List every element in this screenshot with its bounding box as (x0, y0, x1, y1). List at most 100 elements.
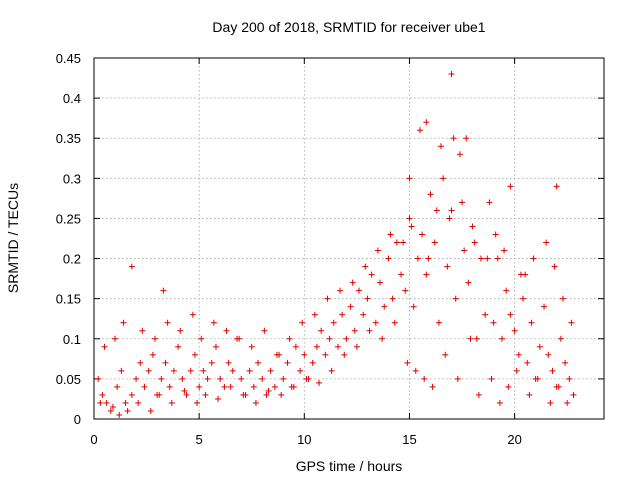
data-point (362, 263, 369, 270)
data-point (339, 311, 346, 318)
data-point (166, 383, 173, 390)
data-point (522, 271, 529, 278)
data-point (526, 391, 533, 398)
data-point (551, 263, 558, 270)
data-point (463, 135, 470, 142)
data-point (248, 343, 255, 350)
data-point (227, 383, 234, 390)
data-point (435, 319, 442, 326)
data-point (429, 383, 436, 390)
data-point (128, 391, 135, 398)
data-point (107, 407, 114, 414)
data-point (456, 151, 463, 158)
data-point (484, 255, 491, 262)
data-point (423, 119, 430, 126)
data-point (496, 399, 503, 406)
y-tick-label: 0.1 (63, 332, 81, 347)
data-point (326, 335, 333, 342)
data-point (351, 327, 358, 334)
data-point (412, 367, 419, 374)
data-point (530, 255, 537, 262)
data-point (229, 367, 236, 374)
data-point (568, 319, 575, 326)
data-point (114, 383, 121, 390)
data-point (507, 183, 514, 190)
data-point (503, 287, 510, 294)
data-point (286, 335, 293, 342)
data-point (433, 207, 440, 214)
data-point (145, 367, 152, 374)
data-point (95, 375, 102, 382)
data-point (381, 303, 388, 310)
data-point (187, 367, 194, 374)
data-point (112, 335, 119, 342)
data-point (334, 343, 341, 350)
data-point (515, 351, 522, 358)
data-point (440, 175, 447, 182)
data-point (273, 351, 280, 358)
y-tick-label: 0.4 (63, 91, 81, 106)
data-point (408, 223, 415, 230)
data-point (191, 351, 198, 358)
data-point (374, 247, 381, 254)
chart-title: Day 200 of 2018, SRMTID for receiver ube… (212, 19, 485, 35)
data-point (255, 359, 262, 366)
data-point (99, 391, 106, 398)
data-point (265, 387, 272, 394)
data-point (452, 295, 459, 302)
data-point (562, 359, 569, 366)
y-tick-label: 0.2 (63, 252, 81, 267)
data-point (278, 391, 285, 398)
data-point (341, 351, 348, 358)
data-point (135, 399, 142, 406)
x-tick-label: 20 (507, 432, 521, 447)
data-point (156, 391, 163, 398)
data-point (431, 239, 438, 246)
data-point (322, 351, 329, 358)
data-point (118, 367, 125, 374)
data-point (252, 399, 259, 406)
data-point (271, 383, 278, 390)
data-point (425, 255, 432, 262)
data-point (492, 231, 499, 238)
data-point (534, 375, 541, 382)
data-point (240, 391, 247, 398)
data-point (284, 359, 291, 366)
data-point (360, 311, 367, 318)
data-point (225, 359, 232, 366)
data-point (210, 319, 217, 326)
data-point (149, 351, 156, 358)
data-point (511, 327, 518, 334)
data-point (355, 287, 362, 294)
data-point (109, 403, 116, 410)
data-point (330, 319, 337, 326)
data-point (139, 327, 146, 334)
data-point (400, 239, 407, 246)
data-point (208, 359, 215, 366)
data-point (158, 375, 165, 382)
data-point (507, 311, 514, 318)
data-point (318, 327, 325, 334)
data-point (292, 343, 299, 350)
data-point (337, 287, 344, 294)
y-tick-label: 0.3 (63, 171, 81, 186)
data-point (97, 399, 104, 406)
data-point (200, 367, 207, 374)
data-point (545, 351, 552, 358)
data-point (446, 215, 453, 222)
data-point (324, 295, 331, 302)
data-point (482, 311, 489, 318)
data-point (290, 383, 297, 390)
data-point (250, 383, 257, 390)
data-point (461, 247, 468, 254)
data-point (404, 359, 411, 366)
data-point (236, 335, 243, 342)
data-point (164, 319, 171, 326)
data-point (196, 383, 203, 390)
y-tick-label: 0.25 (56, 211, 81, 226)
data-point (313, 343, 320, 350)
data-point (406, 215, 413, 222)
data-point (387, 231, 394, 238)
y-tick-label: 0.45 (56, 51, 81, 66)
data-point (168, 399, 175, 406)
